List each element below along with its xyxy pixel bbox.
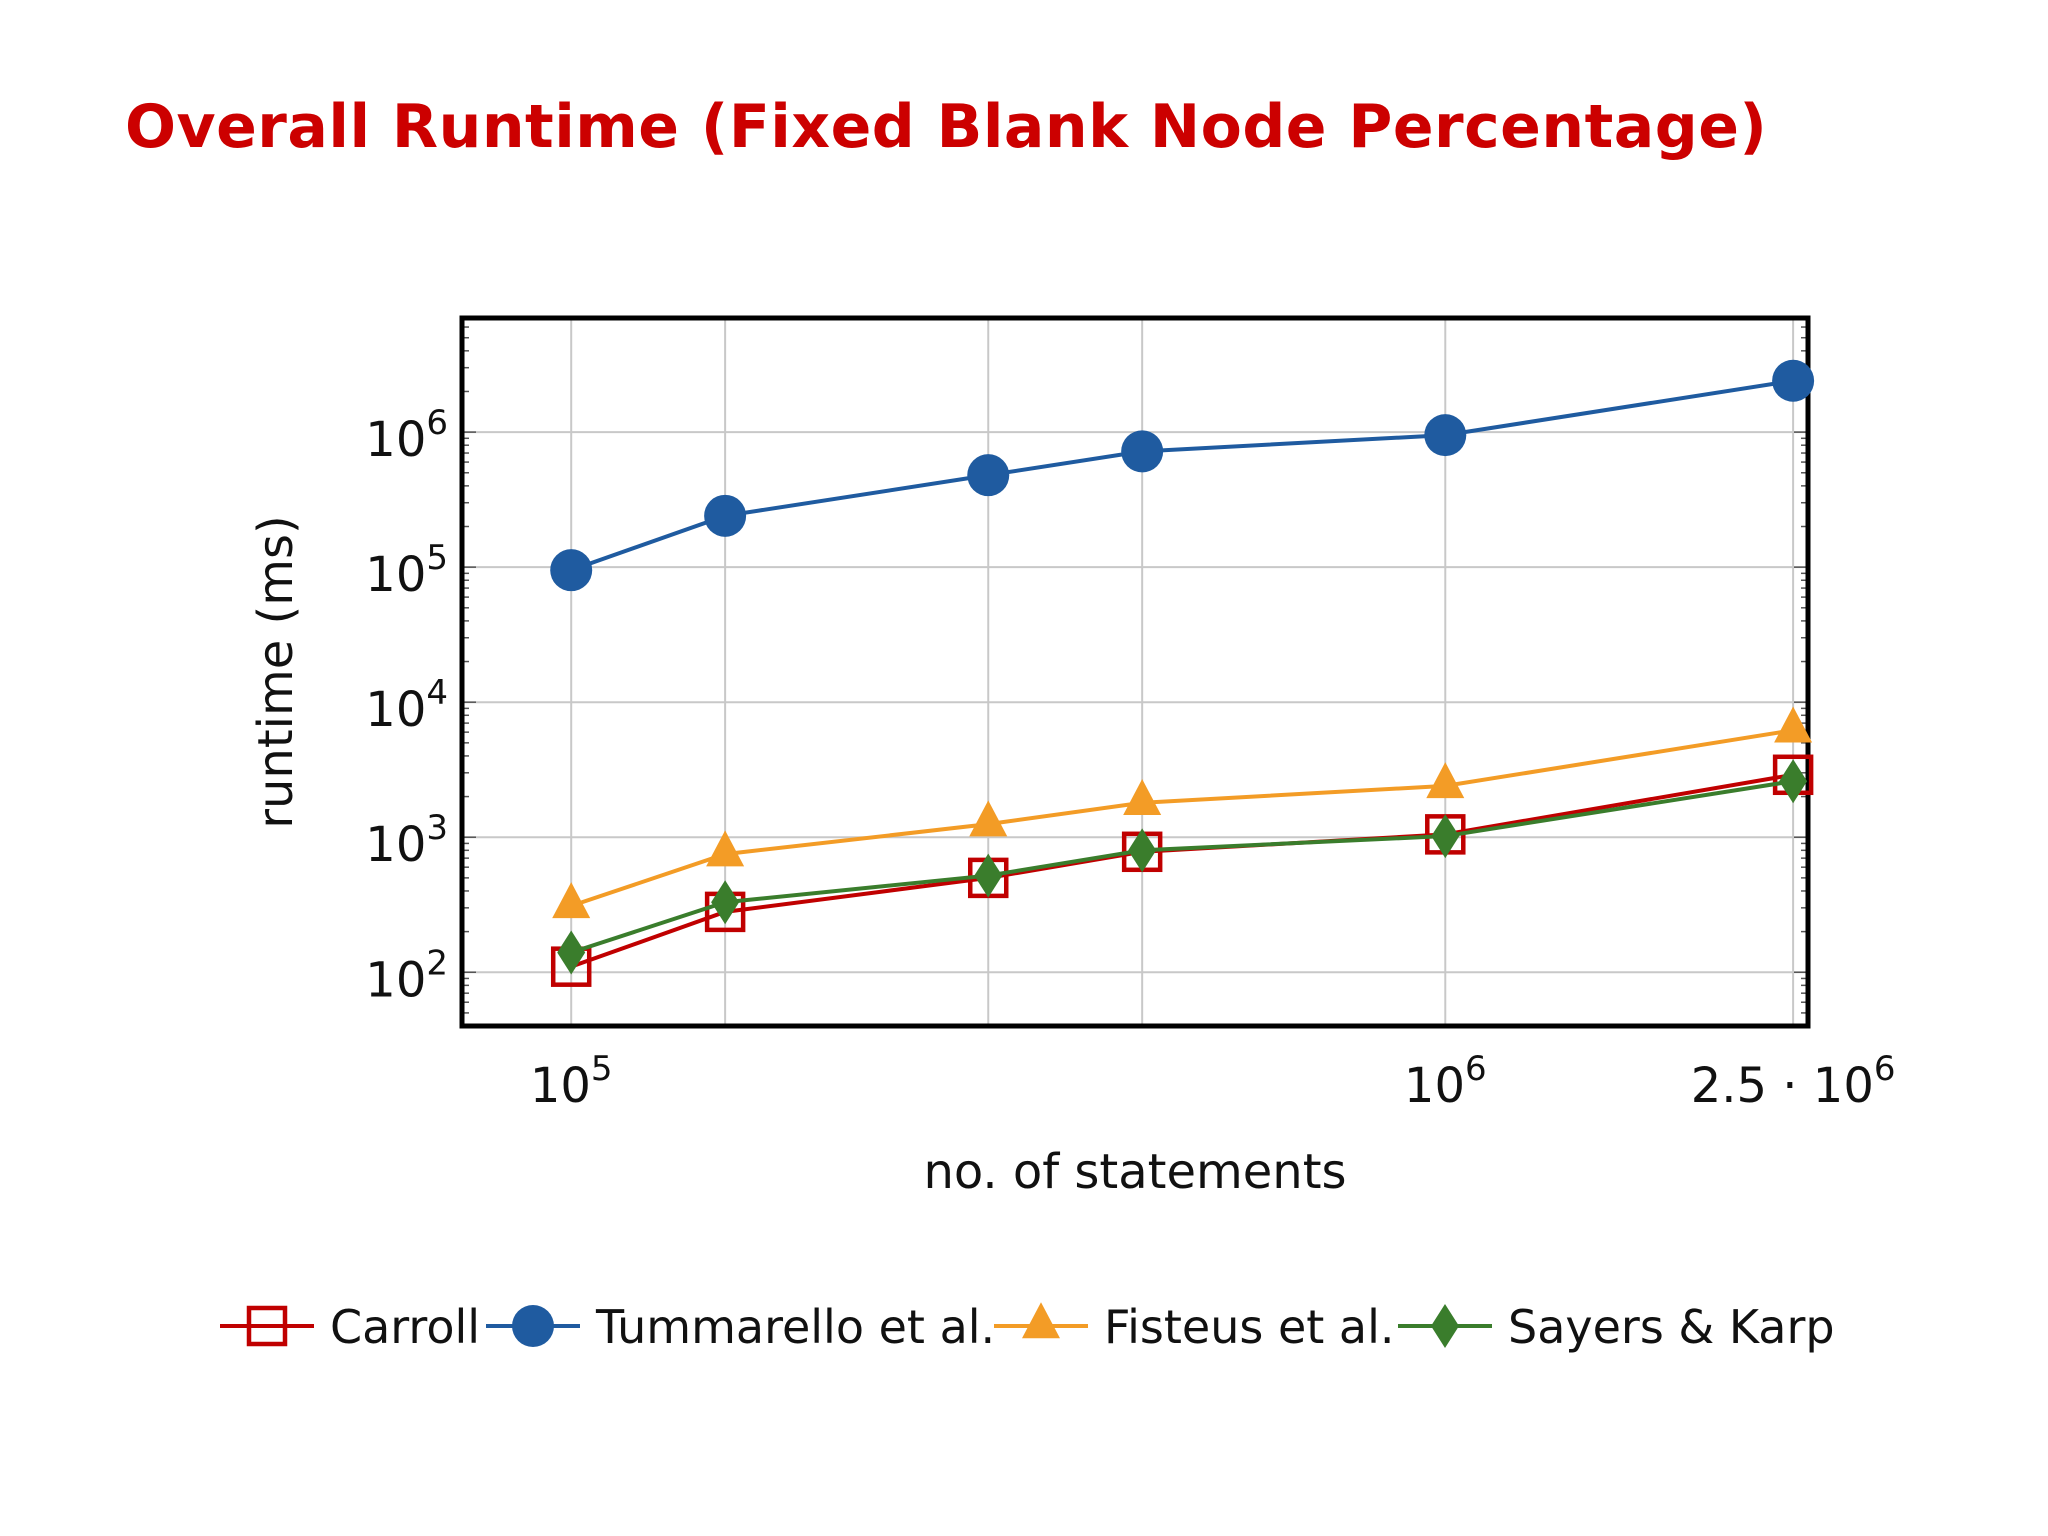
data-point: [974, 853, 1003, 898]
x-tick-label: 106: [1404, 1049, 1487, 1114]
series-line: [570, 779, 1794, 955]
y-axis-label: runtime (ms): [248, 515, 304, 829]
series-2: [552, 706, 1813, 919]
data-point: [1431, 814, 1460, 859]
legend-item: Tummarello et al.: [486, 1300, 995, 1354]
series-0: [550, 754, 1814, 987]
x-tick-label: 2.5 · 106: [1691, 1049, 1896, 1114]
data-point: [711, 880, 740, 925]
legend-marker: [1022, 1302, 1060, 1339]
y-tick-label: 102: [365, 943, 448, 1008]
data-point: [706, 830, 745, 867]
series-line: [570, 728, 1794, 908]
y-tick-label: 106: [365, 403, 448, 468]
data-point: [1128, 828, 1157, 873]
data-point: [1772, 359, 1815, 402]
slide-title: Overall Runtime (Fixed Blank Node Percen…: [125, 92, 1768, 162]
minor-ticks: [462, 317, 1808, 1027]
y-tick-label: 103: [365, 808, 448, 873]
legend-marker: [1431, 1304, 1459, 1348]
x-tick-label: 105: [530, 1049, 613, 1114]
series: [550, 359, 1815, 987]
legend-label: Tummarello et al.: [595, 1300, 995, 1354]
series-3: [557, 759, 1808, 975]
series-1: [550, 359, 1815, 592]
legend-marker: [246, 1305, 288, 1347]
legend-item: Carroll: [220, 1300, 480, 1354]
legend: Carroll Tummarello et al. Fisteus et al. Sa…: [220, 1300, 1835, 1354]
grid: [462, 318, 1808, 1026]
data-point: [1121, 430, 1164, 473]
y-tick-labels: 102 103 104 105 106: [365, 403, 448, 1008]
data-point: [557, 930, 586, 975]
plot-frame: [459, 315, 1811, 1029]
data-point: [1779, 759, 1808, 804]
y-tick-label: 104: [365, 673, 448, 738]
data-point: [1424, 414, 1467, 457]
data-point: [550, 549, 593, 592]
x-axis-label: no. of statements: [923, 1144, 1346, 1200]
data-point: [1774, 706, 1813, 743]
legend-item: Sayers & Karp: [1398, 1300, 1835, 1354]
legend-marker: [512, 1305, 554, 1347]
data-point: [1123, 778, 1162, 815]
legend-label: Sayers & Karp: [1508, 1300, 1835, 1354]
data-point: [704, 494, 747, 537]
data-point: [969, 800, 1008, 837]
data-point: [967, 454, 1010, 497]
y-tick-label: 105: [365, 538, 448, 603]
legend-label: Carroll: [330, 1300, 480, 1354]
x-tick-labels: 105 106 2.5 · 106: [530, 1049, 1896, 1114]
data-point: [552, 882, 591, 919]
series-line: [570, 772, 1794, 969]
legend-label: Fisteus et al.: [1104, 1300, 1395, 1354]
series-line: [570, 378, 1794, 573]
data-point: [1426, 762, 1465, 799]
legend-item: Fisteus et al.: [994, 1300, 1395, 1354]
